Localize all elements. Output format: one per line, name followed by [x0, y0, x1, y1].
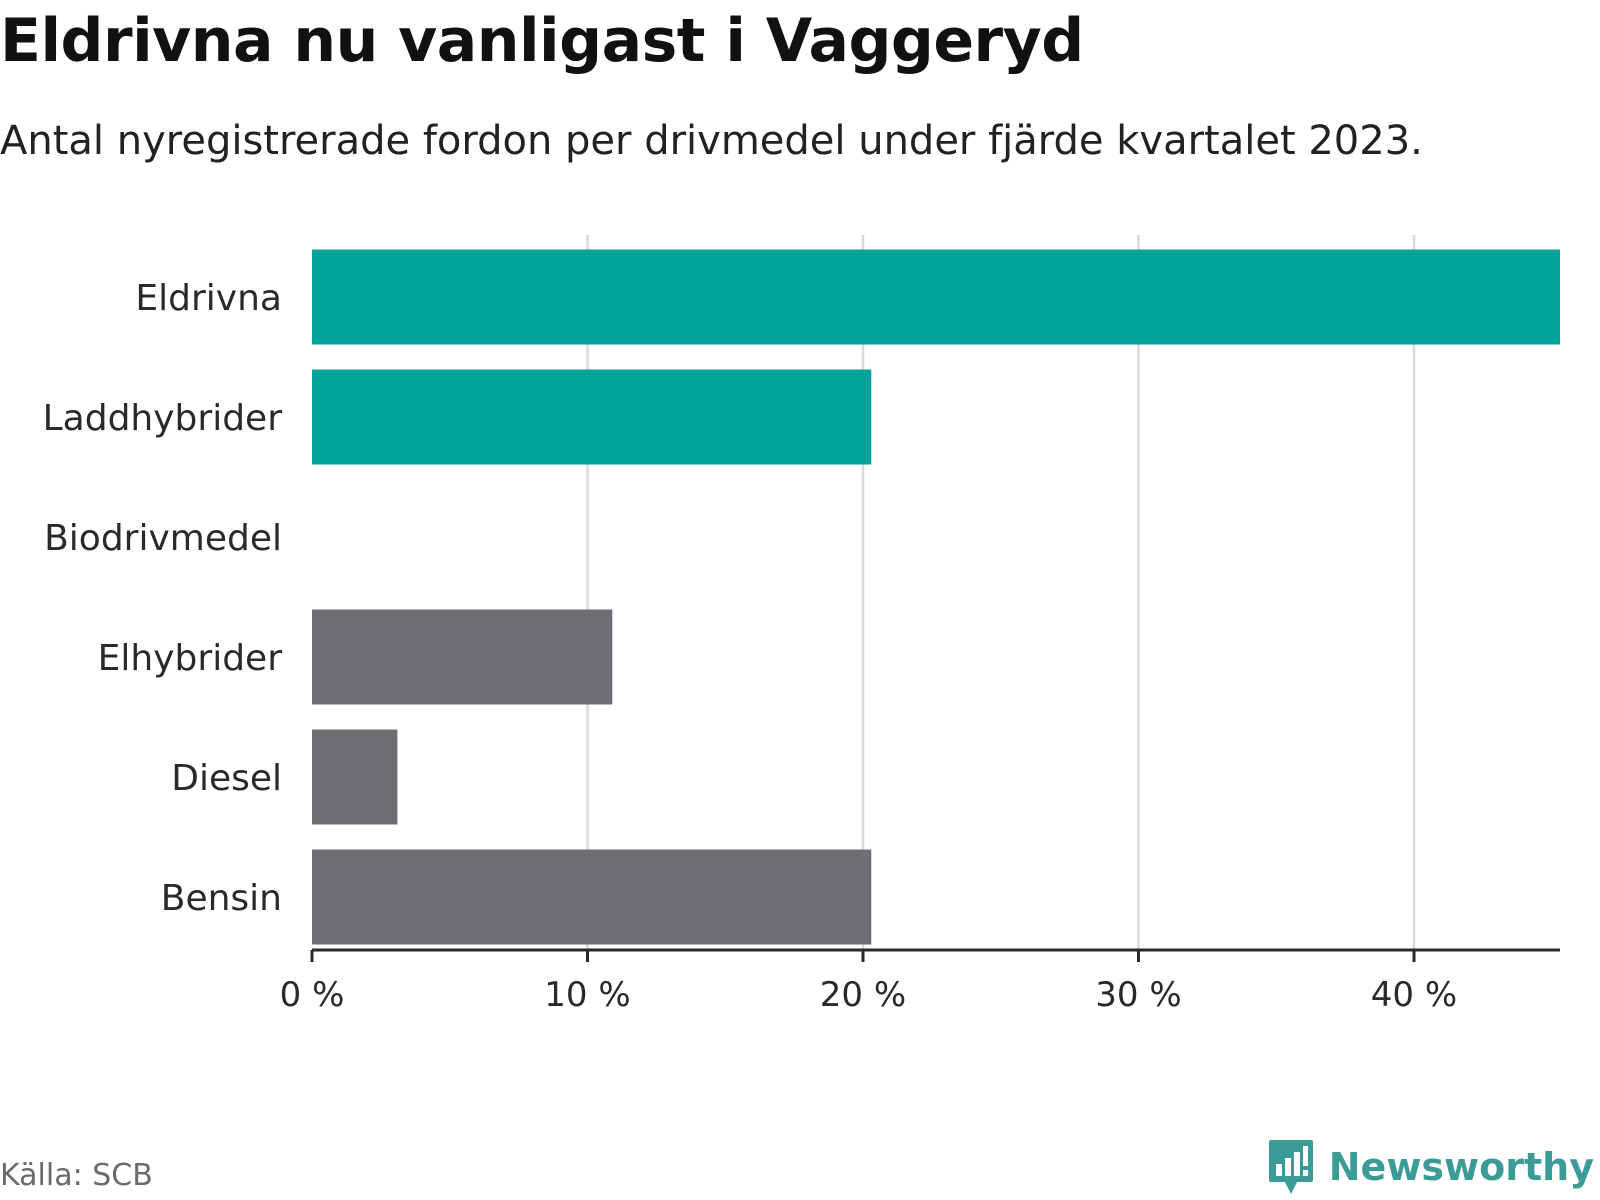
- chart-title: Eldrivna nu vanligast i Vaggeryd: [0, 6, 1084, 76]
- bar-diesel: [312, 729, 398, 825]
- brand-name: Newsworthy: [1328, 1145, 1594, 1189]
- x-tick-label: 10 %: [544, 975, 630, 1015]
- bar-chart: Eldrivna Laddhybrider Biodrivmedel Elhybrid…: [43, 235, 1560, 1015]
- x-tick-label: 30 %: [1095, 975, 1181, 1015]
- category-label: Diesel: [171, 758, 282, 799]
- category-label: Eldrivna: [135, 278, 282, 319]
- newsworthy-logo-icon: [1268, 1140, 1313, 1194]
- category-label: Laddhybrider: [43, 398, 283, 439]
- brand-logo: Newsworthy: [1267, 1138, 1594, 1196]
- gridlines: [586, 235, 1416, 950]
- category-label: Biodrivmedel: [44, 518, 282, 559]
- x-tick-label: 20 %: [820, 975, 906, 1015]
- category-label: Elhybrider: [98, 638, 283, 679]
- bar-laddhybrider: [312, 369, 872, 465]
- x-tick-label: 0 %: [280, 975, 345, 1015]
- bar-elhybrider: [312, 609, 613, 705]
- bars: [312, 249, 1560, 945]
- source-note: Källa: SCB: [0, 1158, 153, 1193]
- x-axis: 0 % 10 % 20 % 30 % 40 %: [280, 948, 1560, 1015]
- bar-bensin: [312, 849, 872, 945]
- bar-eldrivna: [312, 249, 1560, 345]
- chart-subtitle: Antal nyregistrerade fordon per drivmede…: [0, 118, 1423, 164]
- category-label: Bensin: [161, 878, 282, 919]
- x-tick-label: 40 %: [1371, 975, 1457, 1015]
- category-labels: Eldrivna Laddhybrider Biodrivmedel Elhybrid…: [43, 278, 283, 919]
